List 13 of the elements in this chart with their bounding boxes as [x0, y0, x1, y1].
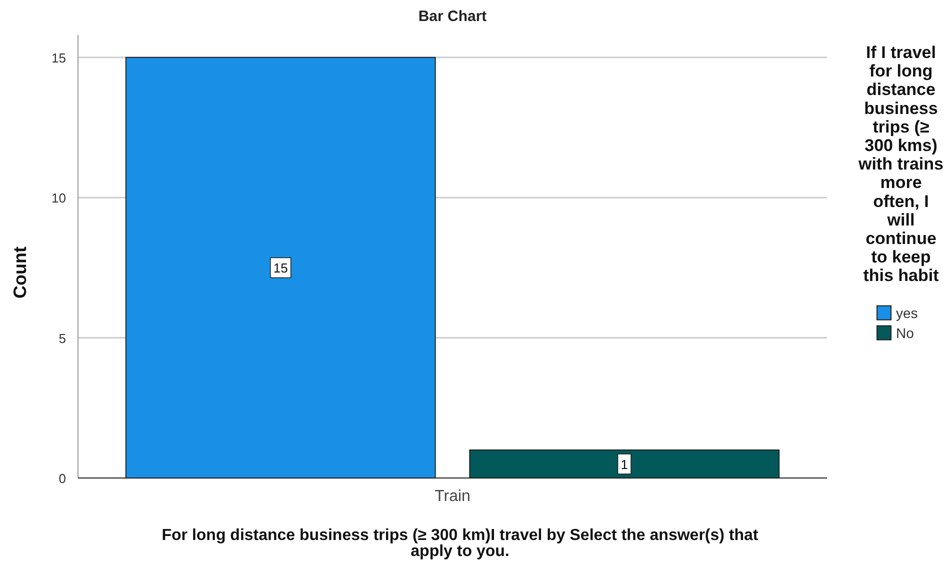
x-axis-title: For long distance business trips (≥ 300 km)I travel by Select the answer(s) that apply to you. — [162, 527, 759, 560]
text: If I travel for long distance business trips (≥ 300 kms) with trains more often, I will continue to keep this habit — [858, 43, 944, 286]
x-tick-label: Train — [434, 488, 470, 505]
legend-label: yes — [896, 304, 918, 321]
data-label: 1 — [620, 456, 628, 472]
y-tick-label: 0 — [58, 471, 66, 486]
data-label: 15 — [273, 260, 288, 276]
y-axis-title: Count — [10, 246, 30, 298]
y-tick-label: 15 — [52, 50, 66, 66]
legend-label: No — [896, 324, 914, 341]
y-tick-label: 5 — [58, 330, 66, 346]
chart-title: Bar Chart — [418, 8, 487, 25]
y-tick-label: 10 — [52, 190, 66, 206]
